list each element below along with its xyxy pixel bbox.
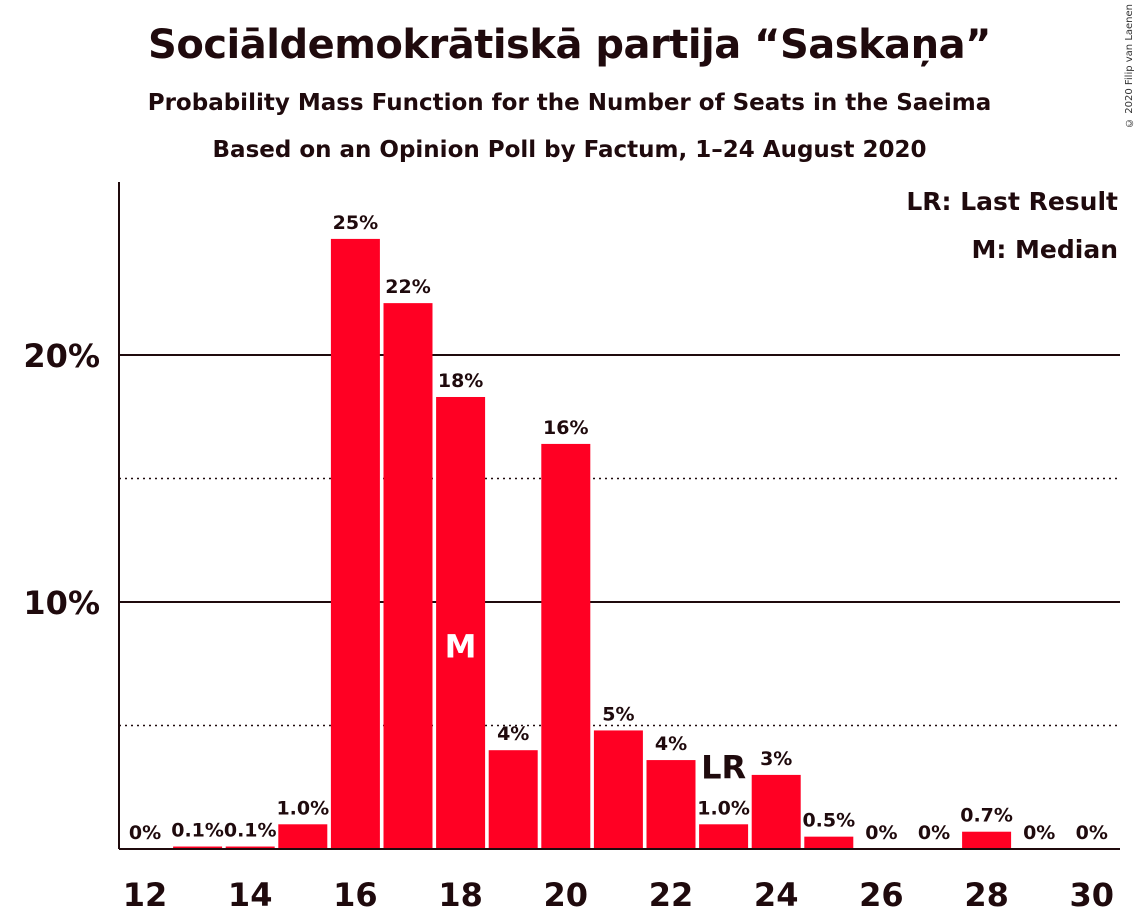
bar bbox=[436, 396, 486, 849]
bar-value-label: 22% bbox=[385, 276, 430, 298]
bar-value-label: 1.0% bbox=[276, 797, 329, 819]
bar bbox=[804, 836, 854, 849]
y-ticks: 10% 20% bbox=[23, 337, 100, 622]
x-tick-label: 24 bbox=[754, 876, 799, 914]
bar bbox=[225, 846, 275, 849]
bar-value-label: 1.0% bbox=[697, 797, 750, 819]
x-tick-label: 22 bbox=[649, 876, 694, 914]
y-tick-label: 10% bbox=[23, 584, 100, 622]
bars bbox=[173, 238, 1012, 849]
bar-value-label: 25% bbox=[333, 212, 378, 234]
bar bbox=[751, 774, 801, 849]
bar bbox=[593, 730, 643, 849]
chart-source-subtitle: Based on an Opinion Poll by Factum, 1–24… bbox=[212, 137, 927, 163]
bar bbox=[699, 824, 749, 849]
bar bbox=[488, 750, 538, 849]
bar-value-label: 0.5% bbox=[802, 810, 855, 832]
y-tick-label: 20% bbox=[23, 337, 100, 375]
last-result-marker: LR bbox=[701, 748, 746, 786]
bar-value-label: 4% bbox=[655, 733, 687, 755]
bar-value-label: 0% bbox=[129, 822, 161, 844]
x-tick-label: 16 bbox=[333, 876, 378, 914]
bar-value-label: 4% bbox=[497, 723, 529, 745]
bar-value-label: 0% bbox=[1076, 822, 1108, 844]
bar-value-label: 18% bbox=[438, 370, 483, 392]
bar-value-label: 0% bbox=[918, 822, 950, 844]
bar bbox=[383, 303, 433, 849]
bar bbox=[330, 238, 380, 849]
x-tick-label: 30 bbox=[1070, 876, 1115, 914]
legend-median: M: Median bbox=[971, 235, 1118, 264]
bar bbox=[278, 824, 328, 849]
x-tick-label: 12 bbox=[123, 876, 168, 914]
bar bbox=[173, 846, 223, 849]
x-ticks: 12 14 16 18 20 22 24 26 28 30 bbox=[123, 876, 1114, 914]
bar-value-label: 0.1% bbox=[171, 820, 224, 842]
gridlines bbox=[119, 354, 1120, 727]
legend-last-result: LR: Last Result bbox=[906, 187, 1118, 216]
bar bbox=[962, 831, 1012, 849]
x-tick-label: 26 bbox=[859, 876, 904, 914]
chart-subtitle: Probability Mass Function for the Number… bbox=[147, 90, 992, 116]
bar-value-label: 5% bbox=[602, 703, 634, 725]
x-tick-label: 14 bbox=[228, 876, 273, 914]
bar-value-label: 0% bbox=[1023, 822, 1055, 844]
chart-title: Sociāldemokrātiskā partija “Saskaņa” bbox=[148, 22, 991, 68]
bar bbox=[541, 443, 591, 849]
x-tick-label: 28 bbox=[964, 876, 1009, 914]
bar-value-label: 0.1% bbox=[224, 820, 277, 842]
bar-labels: 0% 0.1% 0.1%1.0%25%22%18%4%16%5%4%1.0%3%0.… bbox=[129, 212, 1108, 844]
bar-value-label: 0.7% bbox=[960, 805, 1013, 827]
bar-value-label: 3% bbox=[760, 748, 792, 770]
x-tick-label: 20 bbox=[544, 876, 589, 914]
bar bbox=[646, 760, 696, 849]
x-tick-label: 18 bbox=[438, 876, 483, 914]
bar-value-label: 16% bbox=[543, 417, 588, 439]
median-marker: M bbox=[445, 628, 477, 666]
bar-value-label: 0% bbox=[865, 822, 897, 844]
